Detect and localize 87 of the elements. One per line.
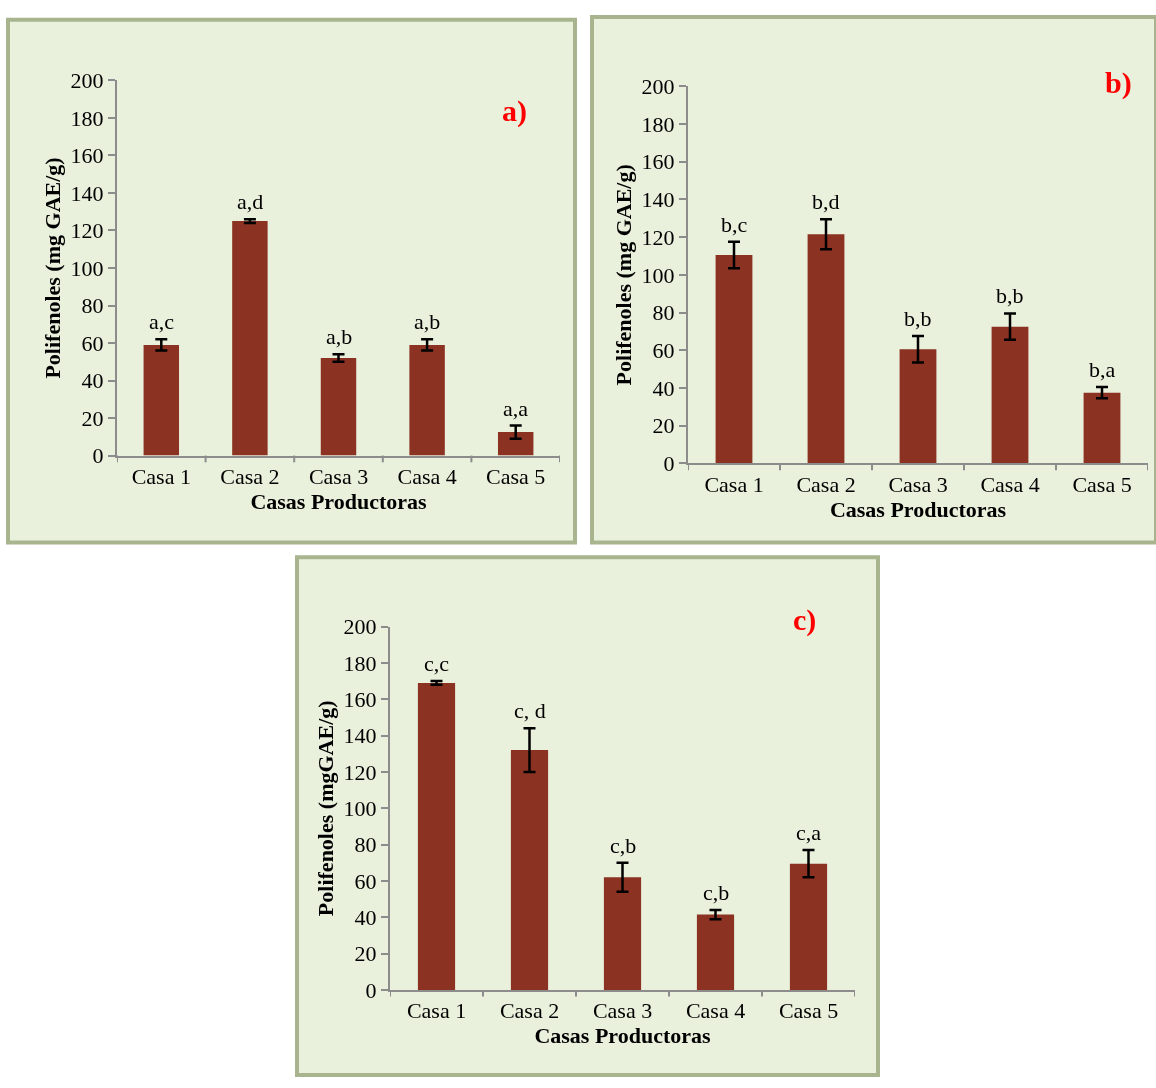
- y-tick-label: 180: [343, 650, 377, 676]
- chart-title: b): [1105, 66, 1132, 100]
- x-axis-title: Casas Productoras: [534, 1023, 712, 1049]
- bar: [807, 234, 845, 464]
- y-tick-label: 20: [354, 941, 377, 967]
- bar: [409, 344, 445, 456]
- y-tick-label: 60: [652, 337, 675, 363]
- annotation: c,a: [796, 820, 822, 845]
- y-tick-label: 80: [81, 293, 104, 319]
- y-tick-label: 160: [70, 143, 104, 169]
- y-tick-label: 180: [641, 111, 675, 137]
- bar: [497, 432, 534, 456]
- bar: [1083, 392, 1121, 464]
- y-tick-label: 120: [343, 759, 377, 785]
- y-tick-label: 100: [343, 795, 377, 821]
- x-axis-title: Casas Productoras: [829, 496, 1007, 522]
- y-tick-label: 0: [365, 977, 377, 1003]
- chart-title: c): [793, 603, 817, 637]
- annotation: b,d: [812, 189, 840, 214]
- bar: [320, 358, 357, 456]
- y-tick-label: 160: [343, 686, 377, 712]
- annotation: b,b: [904, 306, 932, 331]
- bar: [232, 221, 268, 456]
- annotation: b,b: [996, 283, 1024, 308]
- y-tick-label: 40: [652, 375, 675, 401]
- bar: [991, 326, 1029, 464]
- x-tick-label: Casa 2: [796, 471, 856, 497]
- y-tick-label: 120: [70, 218, 104, 244]
- y-tick-label: 140: [343, 723, 377, 749]
- bar: [510, 750, 549, 990]
- bar: [789, 863, 828, 990]
- x-tick-label: Casa 3: [308, 463, 369, 489]
- annotation: c,c: [424, 651, 450, 676]
- y-tick-label: 200: [343, 614, 377, 640]
- x-tick-label: Casa 3: [592, 998, 653, 1024]
- bar: [603, 877, 642, 990]
- annotation: a,c: [149, 309, 175, 334]
- annotation: a,b: [414, 309, 441, 334]
- annotation: c, d: [514, 698, 546, 723]
- y-tick-label: 80: [354, 832, 377, 858]
- annotation: a,a: [503, 396, 529, 421]
- y-tick-label: 0: [92, 443, 104, 469]
- x-tick-label: Casa 5: [1072, 471, 1132, 497]
- x-tick-label: Casa 1: [406, 998, 467, 1024]
- y-tick-label: 40: [81, 368, 104, 394]
- x-axis-title: Casas Productoras: [250, 488, 428, 514]
- y-tick-label: 140: [641, 187, 675, 213]
- y-axis-title: Polifenoles (mg GAE/g): [610, 164, 636, 386]
- y-tick-label: 160: [641, 149, 675, 175]
- y-tick-label: 20: [81, 405, 104, 431]
- y-tick-label: 140: [70, 180, 104, 206]
- y-tick-label: 60: [81, 330, 104, 356]
- y-tick-label: 120: [641, 224, 675, 250]
- y-tick-label: 200: [641, 73, 675, 99]
- y-tick-label: 40: [354, 905, 377, 931]
- annotation: b,c: [721, 212, 748, 237]
- x-tick-label: Casa 2: [499, 998, 560, 1024]
- bar: [417, 682, 456, 990]
- x-tick-label: Casa 5: [486, 463, 546, 489]
- x-tick-label: Casa 2: [220, 463, 280, 489]
- y-tick-label: 200: [70, 68, 104, 94]
- x-tick-label: Casa 5: [778, 998, 839, 1024]
- y-tick-label: 100: [70, 255, 104, 281]
- y-tick-label: 100: [641, 262, 675, 288]
- annotation: b,a: [1089, 357, 1116, 382]
- x-tick-label: Casa 4: [980, 471, 1040, 497]
- bar: [899, 349, 937, 464]
- y-tick-label: 180: [70, 105, 104, 131]
- y-tick-label: 20: [652, 413, 675, 439]
- x-tick-label: Casa 4: [397, 463, 457, 489]
- annotation: a,b: [326, 324, 353, 349]
- bar: [696, 914, 735, 990]
- x-tick-label: Casa 1: [131, 463, 191, 489]
- x-tick-label: Casa 3: [888, 471, 948, 497]
- y-axis-title: Polifenoles (mg GAE/g): [39, 157, 65, 379]
- text: a): [502, 94, 527, 128]
- y-axis-title: Polifenoles (mgGAE/g): [312, 700, 338, 917]
- x-tick-label: Casa 1: [704, 471, 764, 497]
- annotation: c,b: [703, 880, 730, 905]
- y-tick-label: 60: [354, 868, 377, 894]
- bar: [143, 344, 180, 456]
- y-tick-label: 80: [652, 300, 675, 326]
- annotation: c,b: [610, 833, 637, 858]
- y-tick-label: 0: [663, 451, 675, 477]
- x-tick-label: Casa 4: [685, 998, 746, 1024]
- bar: [715, 255, 753, 464]
- annotation: a,d: [237, 189, 264, 214]
